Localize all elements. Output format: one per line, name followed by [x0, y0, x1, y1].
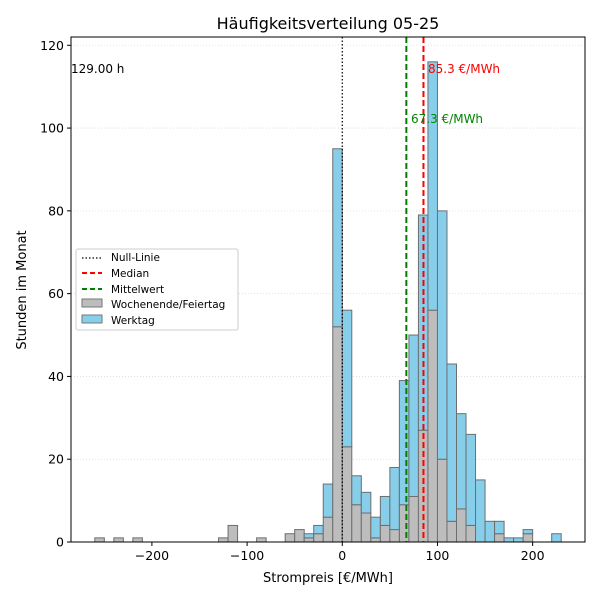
bar-weekend-125 [456, 508, 467, 543]
bar-weekend--45 [294, 529, 305, 543]
legend-weekday-swatch [81, 314, 103, 324]
bar-weekend-25 [360, 512, 372, 543]
bar-weekend-165 [494, 533, 505, 543]
bar-weekday-95 [427, 61, 438, 311]
bar-weekday-25 [360, 491, 372, 514]
bar-weekday-45 [379, 495, 391, 526]
hours-annotation: 129.00 h [71, 62, 124, 76]
bar-weekday-75 [408, 334, 419, 497]
bar-weekday-5 [341, 309, 353, 448]
legend-weekday-label: Werktag [111, 315, 155, 327]
x-tick-label: −100 [230, 548, 264, 563]
bar-weekday-225 [551, 533, 562, 543]
y-tick-label: 100 [40, 121, 64, 136]
chart-title: Häufigkeitsverteilung 05-25 [217, 14, 440, 33]
plot-frame [70, 36, 586, 543]
bar-weekend--125 [218, 537, 229, 543]
bar-weekday-105 [436, 210, 448, 460]
bar-weekday--5 [332, 148, 343, 328]
y-axis-label: Stunden im Monat [15, 230, 30, 349]
bar-weekday--35 [303, 533, 315, 539]
reference-lines [341, 37, 425, 542]
bar-weekday-115 [446, 363, 457, 522]
y-tick-label: 40 [48, 369, 64, 384]
bar-weekend-195 [522, 533, 534, 543]
bar-weekend-5 [341, 446, 353, 543]
x-axis-ticks: −200 −100 0 100 200 [135, 542, 545, 563]
bar-weekend--15 [322, 516, 334, 543]
bars-group [94, 61, 562, 543]
y-tick-label: 20 [48, 452, 64, 467]
bar-weekday-65 [398, 380, 410, 506]
x-tick-label: −200 [135, 548, 169, 563]
y-tick-label: 120 [40, 38, 64, 53]
x-axis-label: Strompreis [€/MWh] [263, 571, 393, 586]
bar-weekend-115 [446, 520, 457, 543]
legend: Null-Linie Median Mittelwert Wochenende/… [75, 248, 239, 331]
y-tick-label: 0 [56, 535, 64, 550]
legend-box [75, 248, 239, 331]
bar-weekday-55 [389, 466, 400, 531]
legend-mean-label: Mittelwert [111, 284, 164, 296]
legend-median-label: Median [111, 268, 149, 280]
bar-weekend--55 [284, 533, 296, 543]
bar-weekday-155 [484, 520, 496, 543]
bar-weekend-75 [408, 495, 419, 543]
bar-weekend-45 [379, 524, 391, 543]
median-label: 85.3 €/MWh [428, 62, 500, 76]
legend-null-line-label: Null-Linie [111, 252, 160, 264]
bar-weekend--85 [256, 537, 267, 543]
bar-weekend-55 [389, 529, 400, 543]
bar-weekday-35 [370, 516, 381, 539]
bar-weekend-95 [427, 309, 438, 543]
y-axis-ticks: 0 20 40 60 80 100 120 [40, 38, 71, 550]
bar-weekend--35 [303, 537, 315, 543]
bar-weekend-35 [370, 537, 381, 543]
y-tick-label: 80 [48, 203, 64, 218]
x-tick-label: 100 [426, 548, 450, 563]
bar-weekday-125 [456, 413, 467, 510]
bar-weekend-105 [436, 458, 448, 543]
bar-weekday-185 [513, 537, 524, 543]
bar-weekend--115 [227, 524, 239, 543]
bar-weekend-65 [398, 504, 410, 543]
bar-weekend--5 [332, 326, 343, 543]
bar-weekday-15 [351, 475, 362, 506]
bar-weekend--215 [132, 537, 143, 543]
bar-weekday--25 [313, 524, 324, 535]
x-tick-label: 200 [521, 548, 545, 563]
bar-weekday-145 [475, 479, 486, 543]
bar-weekday--15 [322, 483, 334, 518]
bar-weekday-135 [465, 433, 477, 526]
bar-weekday-175 [503, 537, 515, 543]
legend-weekend-swatch [81, 298, 103, 308]
bar-weekend--25 [313, 533, 324, 543]
bar-weekday-165 [494, 520, 505, 535]
legend-weekend-label: Wochenende/Feiertag [111, 299, 225, 311]
x-tick-label: 0 [338, 548, 346, 563]
bar-weekend--255 [94, 537, 105, 543]
mean-label: 67.3 €/MWh [411, 112, 483, 126]
bar-weekend-15 [351, 504, 362, 543]
bar-weekend--235 [113, 537, 124, 543]
bar-weekday-195 [522, 529, 534, 535]
y-tick-label: 60 [48, 286, 64, 301]
bar-weekend-135 [465, 524, 477, 543]
